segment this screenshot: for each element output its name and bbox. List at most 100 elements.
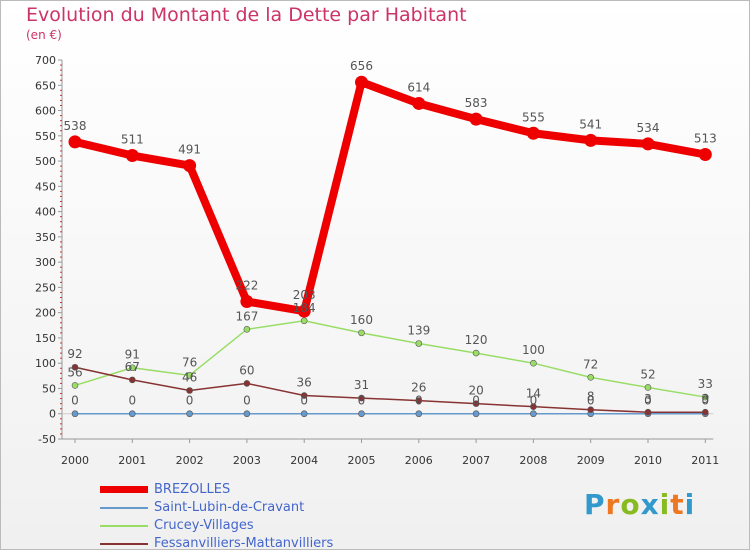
data-point [644,408,652,416]
x-tick-label: 2010 [634,454,662,467]
data-point [300,392,308,399]
data-label: 541 [579,117,602,131]
y-tick-label: 150 [35,332,56,345]
x-tick-label: 2004 [290,454,318,467]
data-label: 203 [293,288,316,302]
data-point [183,159,197,173]
data-point [243,380,251,387]
data-point [68,135,82,149]
y-tick-label: 0 [49,408,56,421]
data-point [358,329,365,337]
chart-unit-label: (en €) [26,28,62,42]
x-tick-label: 2005 [348,454,376,467]
series-line-brezolles [74,78,707,316]
data-point [644,384,652,391]
y-tick-label: 600 [35,105,56,118]
legend-label: Saint-Lubin-de-Cravant [154,500,305,515]
y-tick-label: 550 [35,130,56,143]
data-point [469,112,483,126]
data-label: 0 [243,394,251,408]
data-label: 92 [67,347,82,361]
data-label: 46 [182,370,197,384]
legend-swatch [100,486,148,493]
data-point [698,147,712,161]
data-label: 0 [71,394,79,408]
data-point [530,359,537,367]
legend-label: Fessanvilliers-Mattanvilliers [154,536,334,551]
data-label: 0 [644,394,652,408]
data-label: 0 [128,394,136,408]
x-tick-label: 2008 [519,454,547,467]
data-point [584,133,598,147]
y-tick-label: 250 [35,281,56,294]
data-label: 3 [701,392,709,406]
legend-label: BREZOLLES [154,482,231,497]
data-label: 36 [297,376,312,390]
data-point [358,394,365,402]
data-point [587,406,595,413]
data-label: 511 [121,133,144,147]
legend-item: Saint-Lubin-de-Cravant [100,501,333,514]
data-point [530,403,537,410]
series-line-fessanvilliers-mattanvilliers [74,366,706,413]
data-point [300,317,308,325]
data-point [472,400,480,407]
legend: BREZOLLES Saint-Lubin-de-Cravant Crucey-Vi… [100,483,333,555]
data-label: 76 [182,355,197,369]
data-point [186,410,193,418]
data-label: 56 [67,365,82,379]
data-point [415,410,423,418]
data-point [71,363,79,371]
y-tick-label: 200 [35,307,56,320]
x-tick-label: 2006 [405,454,433,467]
data-label: 538 [64,119,87,133]
data-point [243,326,251,333]
legend-item: Crucey-Villages [100,519,333,532]
data-label: 614 [407,80,430,94]
data-label: 8 [587,390,595,404]
data-point [300,410,308,418]
logo-letter: o [620,488,641,521]
y-tick-label: 450 [35,180,56,193]
data-point [243,410,251,418]
data-point [355,75,368,89]
data-point [297,304,311,318]
x-tick-label: 2001 [118,454,146,467]
legend-swatch [100,524,148,527]
data-point [240,295,254,309]
legend-label: Crucey-Villages [154,518,254,533]
legend-item: BREZOLLES [100,483,333,496]
data-label: 656 [350,59,373,73]
x-tick-label: 2000 [61,454,89,467]
data-label: 26 [411,381,426,395]
x-tick-label: 2007 [462,454,490,467]
data-label: 513 [694,131,717,145]
data-point [129,376,136,384]
data-label: 534 [637,121,660,135]
data-label: 100 [522,343,545,357]
logo-letter: t [670,488,685,521]
data-point [71,382,79,389]
data-point [415,340,423,347]
x-tick-label: 2002 [176,454,204,467]
y-tick-label: 50 [42,382,56,395]
data-label: 0 [530,394,538,408]
data-label: 0 [300,394,308,408]
data-label: 0 [415,394,423,408]
data-label: 91 [125,348,140,362]
legend-item: Fessanvilliers-Mattanvilliers [100,537,333,550]
data-point [71,410,79,418]
data-label: 60 [239,363,254,377]
data-point [530,410,537,418]
data-label: 160 [350,313,373,327]
data-point [701,408,709,416]
x-tick-label: 2009 [577,454,605,467]
data-point [358,410,365,418]
y-tick-label: 650 [35,79,56,92]
data-label: 33 [698,377,713,391]
data-label: 52 [640,367,655,381]
data-label: 555 [522,110,545,124]
data-label: 491 [178,143,201,157]
